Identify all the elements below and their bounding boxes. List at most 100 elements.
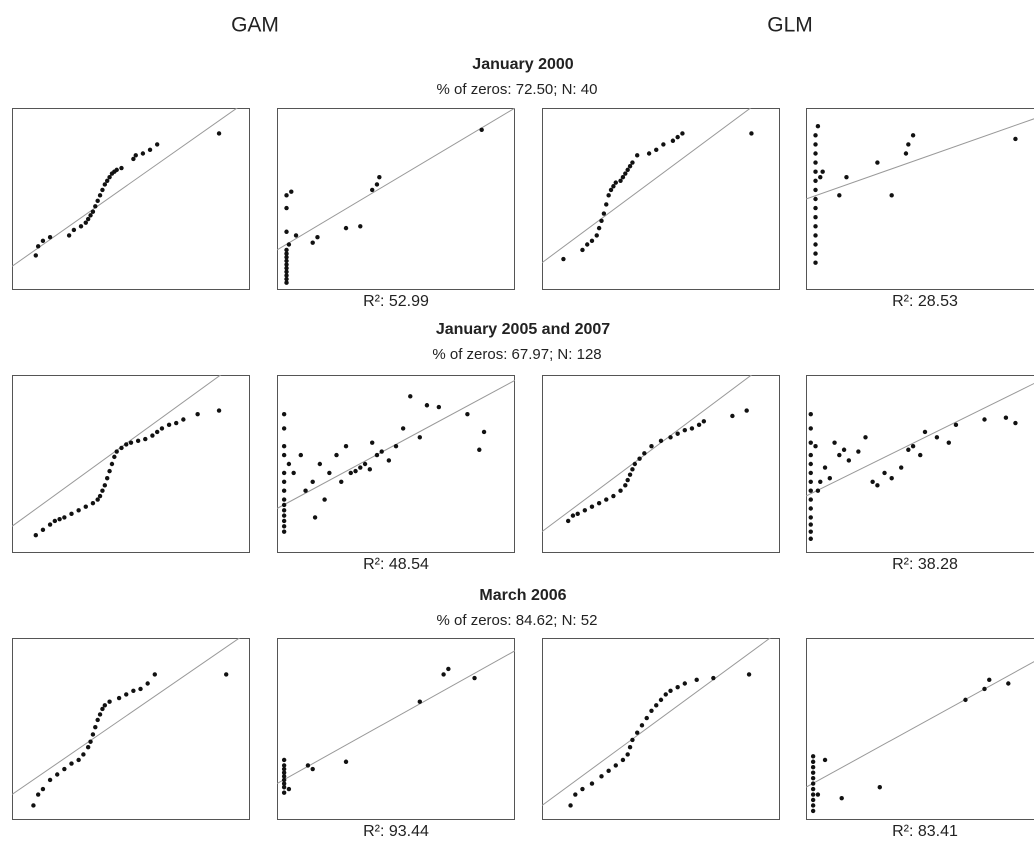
point: [658, 697, 664, 703]
section-title: January 2005 and 2007: [436, 321, 610, 338]
point: [837, 452, 842, 458]
point: [846, 458, 852, 463]
fit-line: [806, 382, 1034, 497]
point: [281, 497, 287, 502]
point: [625, 167, 630, 173]
point: [808, 536, 813, 541]
point: [97, 493, 103, 499]
point: [863, 435, 868, 440]
point: [303, 488, 308, 493]
point: [93, 204, 98, 209]
point: [608, 187, 614, 193]
point: [105, 476, 110, 481]
panel: [806, 375, 1034, 553]
point: [131, 688, 136, 693]
point: [145, 681, 150, 686]
point: [55, 772, 60, 777]
point: [102, 483, 108, 488]
point: [379, 449, 384, 454]
point: [580, 247, 585, 253]
panel-frame: [12, 375, 250, 553]
point: [284, 205, 289, 211]
point: [95, 497, 100, 502]
point: [813, 233, 818, 238]
point: [284, 280, 289, 285]
point: [281, 411, 287, 417]
point: [281, 502, 287, 508]
point: [286, 786, 292, 792]
point: [310, 240, 315, 245]
point: [810, 786, 816, 792]
point: [35, 792, 41, 797]
point: [589, 238, 595, 244]
point: [128, 440, 134, 445]
section-subtitle: % of zeros: 67.97; N: 128: [432, 346, 601, 363]
point: [604, 202, 609, 207]
point: [465, 411, 470, 417]
point: [393, 444, 399, 449]
point: [1003, 415, 1009, 420]
point: [599, 218, 604, 224]
point: [589, 504, 595, 509]
point: [627, 472, 633, 477]
point: [813, 151, 818, 156]
point: [808, 488, 813, 493]
point: [596, 500, 602, 506]
point: [675, 684, 680, 690]
point: [105, 178, 110, 183]
r2-label: R²: 83.41: [892, 823, 958, 840]
point: [90, 500, 96, 506]
point: [918, 452, 923, 458]
panel-frame: [277, 375, 515, 553]
point: [76, 757, 81, 763]
fit-line: [12, 638, 241, 795]
point: [808, 529, 813, 534]
point: [281, 488, 287, 493]
r2-label: R²: 93.44: [363, 823, 429, 840]
point: [625, 752, 630, 757]
point: [40, 786, 46, 792]
point: [362, 461, 368, 467]
point: [281, 524, 287, 529]
r2-label: R²: 28.53: [892, 293, 958, 310]
point: [135, 438, 141, 444]
point: [630, 737, 635, 743]
point: [47, 777, 53, 783]
point: [585, 242, 590, 247]
point: [749, 131, 754, 136]
point: [343, 225, 349, 231]
point: [565, 518, 571, 524]
point: [62, 515, 67, 520]
point: [682, 681, 687, 686]
point: [808, 411, 813, 417]
point: [97, 193, 103, 198]
fit-line: [12, 375, 222, 527]
point: [663, 692, 668, 697]
point: [711, 675, 716, 681]
panel: [277, 638, 515, 820]
point: [620, 757, 626, 763]
panel-frame: [542, 638, 780, 820]
point: [561, 256, 566, 262]
point: [281, 479, 287, 484]
point: [810, 754, 816, 759]
section-title: March 2006: [479, 587, 566, 604]
point: [281, 785, 287, 790]
point: [808, 440, 813, 445]
point: [568, 803, 573, 808]
panel: [806, 108, 1034, 290]
point: [906, 142, 911, 147]
point: [613, 180, 618, 185]
point: [910, 133, 916, 138]
point: [310, 479, 315, 484]
point: [69, 761, 74, 766]
point: [815, 124, 821, 129]
point: [284, 269, 289, 274]
point: [40, 527, 46, 533]
point: [417, 699, 422, 704]
point: [370, 187, 375, 193]
point: [446, 666, 451, 672]
panel: [12, 108, 250, 290]
